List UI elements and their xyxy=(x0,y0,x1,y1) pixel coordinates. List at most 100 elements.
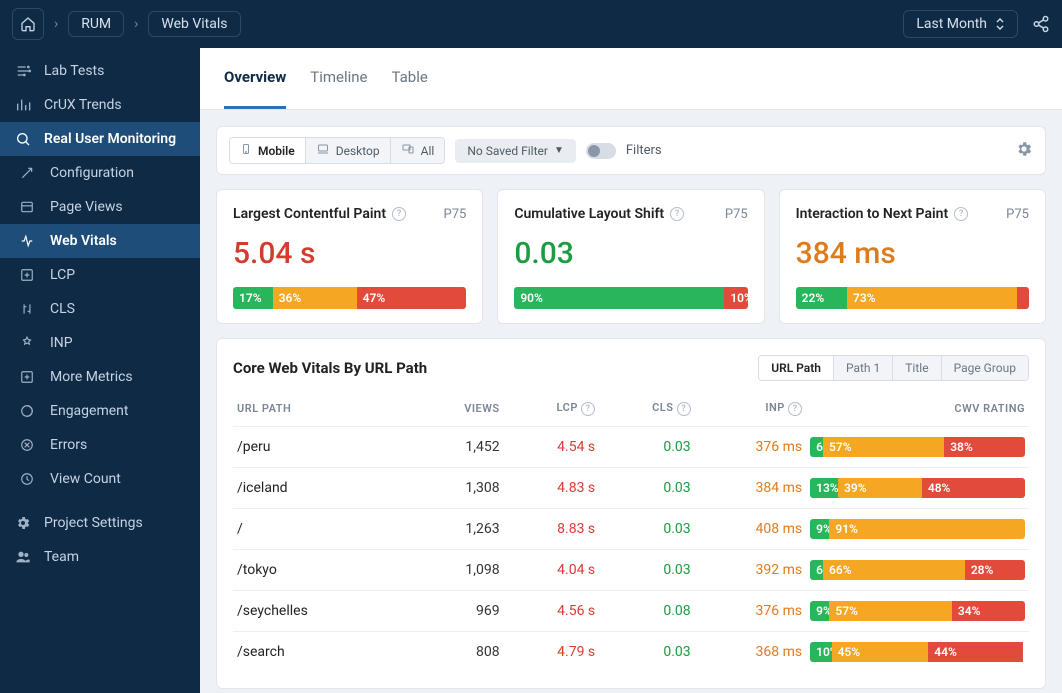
table-row[interactable]: /tokyo1,0984.04 s0.03392 ms6%66%28% xyxy=(233,550,1029,591)
device-icon xyxy=(240,143,252,158)
cell-views: 1,263 xyxy=(424,509,504,550)
crumb-rum[interactable]: RUM xyxy=(68,11,124,37)
dist-good: 6% xyxy=(810,560,823,580)
sidebar-item-page-views[interactable]: Page Views xyxy=(0,190,200,224)
sidebar-item-label: View Count xyxy=(50,471,121,487)
table-row[interactable]: /iceland1,3084.83 s0.03384 ms13%39%48% xyxy=(233,468,1029,509)
group-pill-title[interactable]: Title xyxy=(893,356,941,380)
dist-needs-improvement: 36% xyxy=(273,287,357,309)
cell-lcp: 4.54 s xyxy=(504,427,600,468)
help-icon[interactable]: ? xyxy=(788,402,802,416)
cell-cls: 0.03 xyxy=(599,632,695,673)
sidebar-item-web-vitals[interactable]: Web Vitals xyxy=(0,224,200,258)
dist-poor: 34% xyxy=(952,601,1025,621)
share-icon[interactable] xyxy=(1032,15,1050,33)
sidebar-item-label: Page Views xyxy=(50,199,123,215)
cell-path: /tokyo xyxy=(233,550,424,591)
tab-overview[interactable]: Overview xyxy=(224,48,286,109)
filters-toggle[interactable] xyxy=(586,143,616,159)
device-all[interactable]: All xyxy=(391,138,445,163)
help-icon[interactable]: ? xyxy=(670,207,684,221)
metric-card: Cumulative Layout Shift ?P750.0390%10% xyxy=(497,189,764,324)
table-row[interactable]: /seychelles9694.56 s0.08376 ms9%57%34% xyxy=(233,591,1029,632)
filters-label: Filters xyxy=(626,143,662,158)
tab-timeline[interactable]: Timeline xyxy=(310,48,367,109)
sidebar-item-label: CLS xyxy=(50,301,75,317)
nav-icon xyxy=(14,97,32,113)
dist-needs-improvement: 39% xyxy=(838,478,922,498)
table-row[interactable]: /search8084.79 s0.03368 ms10%45%44% xyxy=(233,632,1029,673)
cell-views: 969 xyxy=(424,591,504,632)
cell-lcp: 4.04 s xyxy=(504,550,600,591)
dist-good: 17% xyxy=(233,287,273,309)
gear-icon xyxy=(1015,140,1033,158)
cell-path: /seychelles xyxy=(233,591,424,632)
nav-icon xyxy=(14,63,32,79)
col-header[interactable]: VIEWS xyxy=(424,395,504,427)
sidebar-item-lcp[interactable]: LCP xyxy=(0,258,200,292)
cell-inp: 376 ms xyxy=(695,427,806,468)
sidebar-item-more-metrics[interactable]: More Metrics xyxy=(0,360,200,394)
cell-views: 1,452 xyxy=(424,427,504,468)
cell-rating: 13%39%48% xyxy=(806,468,1029,509)
subnav-icon xyxy=(18,472,36,486)
filter-bar: MobileDesktopAll No Saved Filter ▼ Filte… xyxy=(216,126,1046,175)
device-desktop[interactable]: Desktop xyxy=(306,138,391,163)
sidebar-item-label: Lab Tests xyxy=(44,63,104,79)
topbar: › RUM › Web Vitals Last Month xyxy=(0,0,1062,48)
sidebar-item-team[interactable]: Team xyxy=(0,540,200,574)
sidebar-item-real-user-monitoring[interactable]: Real User Monitoring xyxy=(0,122,200,156)
dist-good: 9% xyxy=(810,601,829,621)
sidebar-item-errors[interactable]: Errors xyxy=(0,428,200,462)
metric-card: Largest Contentful Paint ?P755.04 s17%36… xyxy=(216,189,483,324)
sidebar-item-engagement[interactable]: Engagement xyxy=(0,394,200,428)
sidebar-item-crux-trends[interactable]: CrUX Trends xyxy=(0,88,200,122)
cell-inp: 376 ms xyxy=(695,591,806,632)
crumb-webvitals[interactable]: Web Vitals xyxy=(148,11,240,37)
crumb-sep-icon: › xyxy=(54,16,58,32)
sidebar-item-cls[interactable]: CLS xyxy=(0,292,200,326)
sidebar-item-view-count[interactable]: View Count xyxy=(0,462,200,496)
distribution-bar: 9%91% xyxy=(810,519,1025,539)
dist-good: 6% xyxy=(810,437,823,457)
table-row[interactable]: /1,2638.83 s0.03408 ms9%91% xyxy=(233,509,1029,550)
help-icon[interactable]: ? xyxy=(581,402,595,416)
tab-table[interactable]: Table xyxy=(392,48,428,109)
home-button[interactable] xyxy=(12,8,44,40)
sidebar: Lab Tests CrUX TrendsReal User Monitoring… xyxy=(0,48,200,693)
dist-needs-improvement: 73% xyxy=(847,287,1017,309)
sidebar-item-inp[interactable]: INP xyxy=(0,326,200,360)
help-icon[interactable]: ? xyxy=(677,402,691,416)
sidebar-item-configuration[interactable]: Configuration xyxy=(0,156,200,190)
metrics-row: Largest Contentful Paint ?P755.04 s17%36… xyxy=(216,189,1046,324)
col-header[interactable]: CLS ? xyxy=(599,395,695,427)
subnav-icon xyxy=(18,370,36,384)
group-pill-path-1[interactable]: Path 1 xyxy=(834,356,893,380)
col-header[interactable]: URL PATH xyxy=(233,395,424,427)
cell-views: 1,098 xyxy=(424,550,504,591)
table-row[interactable]: /peru1,4524.54 s0.03376 ms6%57%38% xyxy=(233,427,1029,468)
sidebar-item-lab-tests[interactable]: Lab Tests xyxy=(0,54,200,88)
col-header[interactable]: LCP ? xyxy=(504,395,600,427)
distribution-bar: 13%39%48% xyxy=(810,478,1025,498)
col-header[interactable]: INP ? xyxy=(695,395,806,427)
device-mobile[interactable]: Mobile xyxy=(230,138,306,163)
percentile-label: P75 xyxy=(444,207,467,222)
settings-button[interactable] xyxy=(1015,140,1033,162)
period-selector[interactable]: Last Month xyxy=(903,10,1018,38)
help-icon[interactable]: ? xyxy=(954,207,968,221)
cwv-table: URL PATHVIEWSLCP ?CLS ?INP ?CWV RATING /… xyxy=(233,395,1029,672)
saved-filter-dropdown[interactable]: No Saved Filter ▼ xyxy=(455,139,576,163)
cell-rating: 9%57%34% xyxy=(806,591,1029,632)
distribution-bar: 6%57%38% xyxy=(810,437,1025,457)
group-pill-url-path[interactable]: URL Path xyxy=(759,356,834,380)
distribution-bar: 22%73% xyxy=(796,287,1029,309)
group-pill-page-group[interactable]: Page Group xyxy=(942,356,1028,380)
dist-good: 22% xyxy=(796,287,847,309)
cell-inp: 408 ms xyxy=(695,509,806,550)
help-icon[interactable]: ? xyxy=(392,207,406,221)
col-header[interactable]: CWV RATING xyxy=(806,395,1029,427)
cell-lcp: 4.83 s xyxy=(504,468,600,509)
sidebar-item-project-settings[interactable]: Project Settings xyxy=(0,506,200,540)
distribution-bar: 90%10% xyxy=(514,287,747,309)
